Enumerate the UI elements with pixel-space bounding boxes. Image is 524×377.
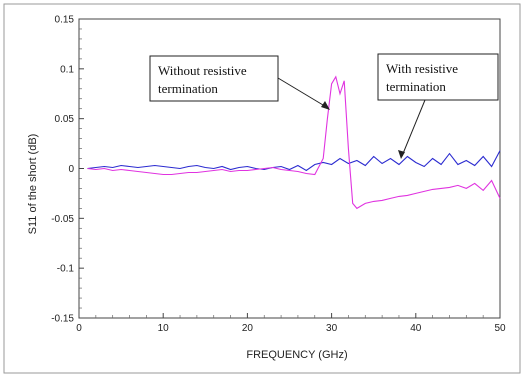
plot-layer: 0 10 20 30 40 50 0.15 0.1 0.05 0 -0.05 -0.1 -0.15 Wit…: [51, 15, 506, 335]
callout-text-without-line2: termination: [158, 81, 218, 96]
x-tick-label: 20: [242, 323, 254, 334]
x-tick-label: 30: [326, 323, 338, 334]
x-tick-label: 50: [494, 323, 506, 334]
callout-leader-with: [401, 99, 426, 157]
y-tick-label: 0.15: [55, 15, 75, 26]
series-without-termination-line: [87, 75, 501, 210]
y-tick-label: 0.1: [60, 64, 74, 75]
y-tick-label: 0: [68, 164, 74, 175]
x-tick-label: 40: [410, 323, 422, 334]
y-tick-label: -0.15: [51, 314, 74, 325]
callout-arrowhead-with: [398, 150, 405, 159]
callout-text-with-line1: With resistive: [386, 61, 458, 76]
callout-text-with-line2: termination: [386, 79, 446, 94]
y-tick-label: -0.1: [57, 264, 75, 275]
callout-arrowhead-without: [321, 101, 330, 110]
callout-leader-without: [277, 77, 329, 109]
x-tick-label: 10: [158, 323, 170, 334]
series-with-termination-line: [87, 150, 501, 172]
callout-text-without-line1: Without resistive: [158, 63, 247, 78]
callout-box-with: [377, 53, 499, 101]
y-tick-label: -0.05: [51, 214, 74, 225]
x-axis-label: FREQUENCY (GHz): [246, 349, 347, 361]
x-tick-label: 0: [76, 323, 82, 334]
y-axis-label: S11 of the short (dB): [27, 134, 39, 235]
y-tick-label: 0.05: [55, 114, 75, 125]
